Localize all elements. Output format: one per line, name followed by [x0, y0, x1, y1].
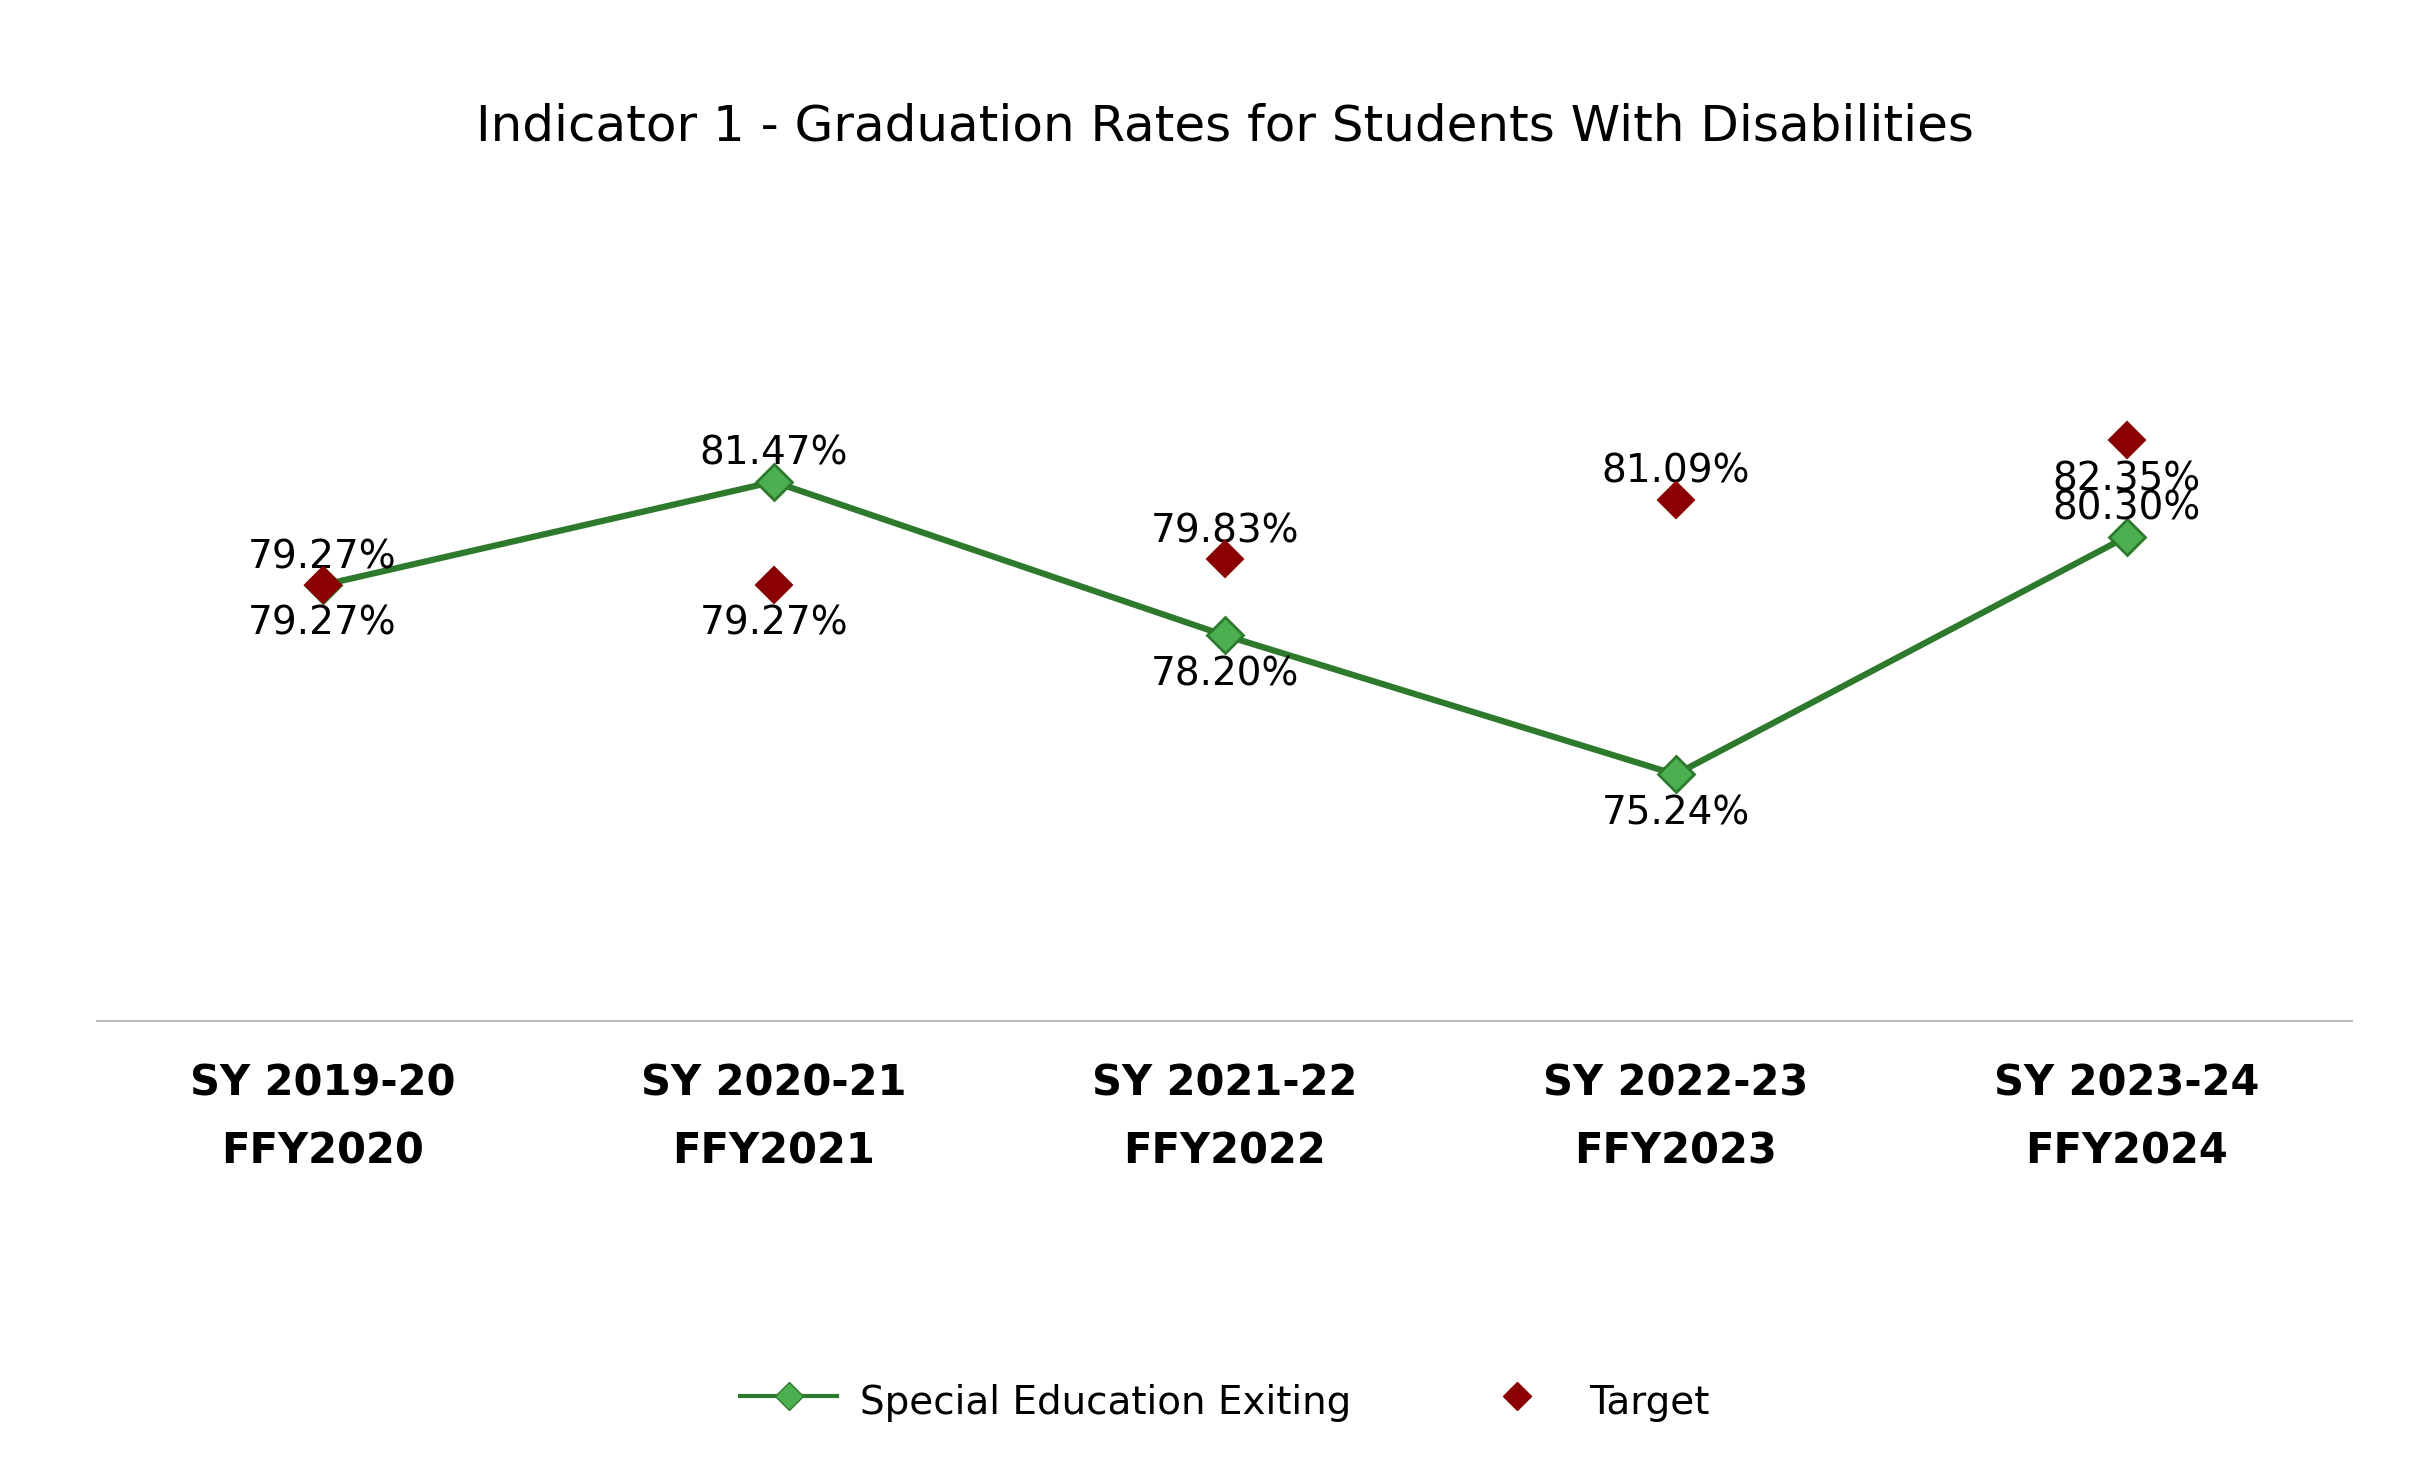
Special Education Exiting: [308, 576, 337, 593]
Text: 75.24%: 75.24%: [1600, 795, 1751, 833]
Target: [1210, 550, 1239, 567]
Text: 82.35%: 82.35%: [2052, 461, 2202, 499]
Text: 81.09%: 81.09%: [1600, 453, 1751, 491]
Special Education Exiting: [759, 472, 788, 490]
Target: [2112, 432, 2141, 449]
Legend: Special Education Exiting, Target: Special Education Exiting, Target: [725, 1362, 1724, 1441]
Text: 79.27%: 79.27%: [247, 538, 398, 576]
Line: Special Education Exiting: Special Education Exiting: [310, 469, 2139, 787]
Special Education Exiting: [2112, 528, 2141, 545]
Target: [759, 576, 788, 593]
Text: 80.30%: 80.30%: [2052, 490, 2202, 528]
Text: 79.27%: 79.27%: [698, 605, 849, 643]
Text: 79.27%: 79.27%: [247, 605, 398, 643]
Text: 78.20%: 78.20%: [1149, 655, 1300, 693]
Special Education Exiting: [1661, 765, 1690, 783]
Target: [1661, 491, 1690, 509]
Target: [308, 576, 337, 593]
Text: 81.47%: 81.47%: [698, 434, 849, 472]
Special Education Exiting: [1210, 627, 1239, 644]
Line: Target: Target: [310, 427, 2139, 598]
Text: 79.83%: 79.83%: [1149, 512, 1300, 550]
Title: Indicator 1 - Graduation Rates for Students With Disabilities: Indicator 1 - Graduation Rates for Stude…: [475, 102, 1974, 150]
